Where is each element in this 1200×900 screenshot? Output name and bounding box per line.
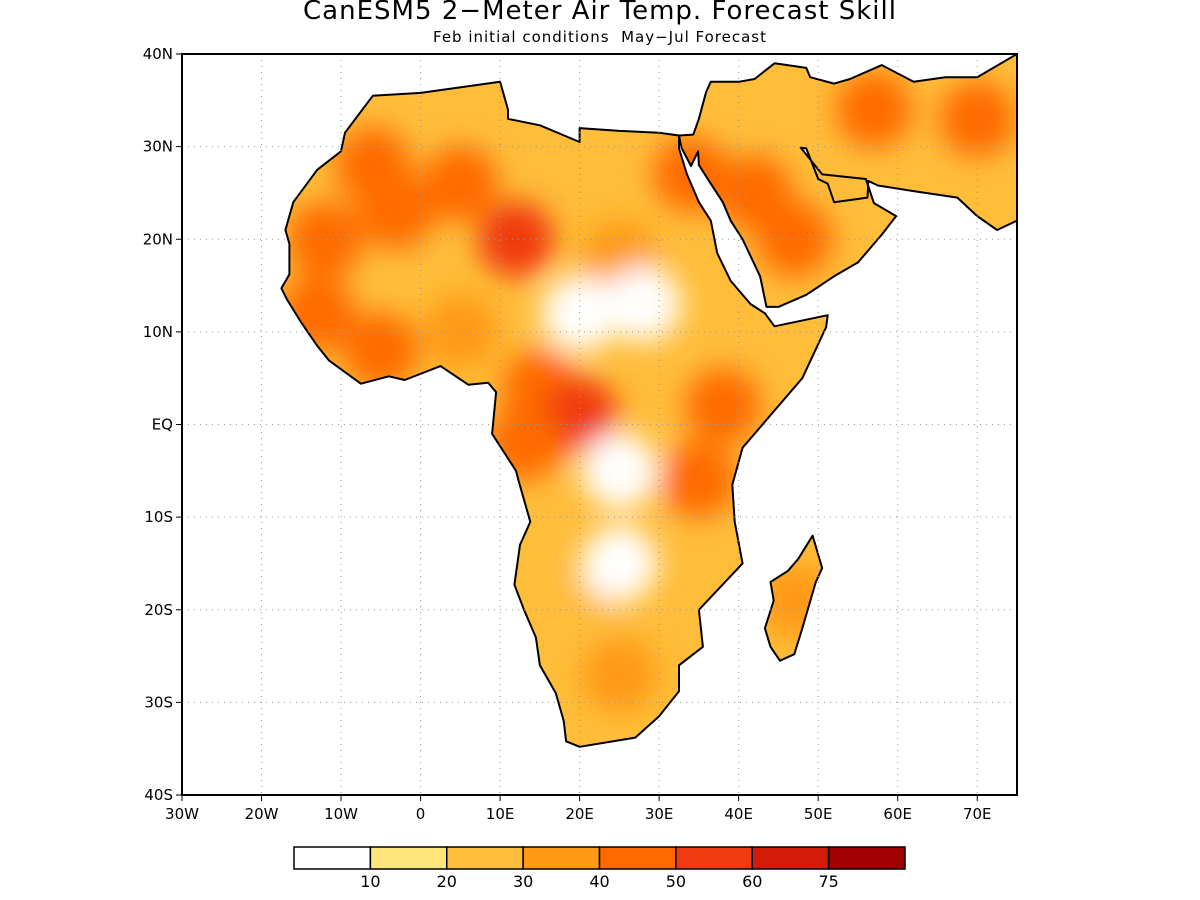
latitude-axis: 40N 30N 20N 10N EQ 10S 20S 30S 40S (143, 45, 182, 804)
colorbar-swatch (751, 846, 830, 870)
colorbar-swatch (598, 846, 677, 870)
colorbar-label: 20 (437, 872, 457, 891)
skill-area-2 (478, 201, 554, 278)
map-subtitle: Feb initial conditions May−Jul Forecast (433, 28, 767, 46)
longitude-label: 40E (724, 805, 753, 823)
longitude-label: 10W (324, 805, 358, 823)
latitude-label: 10S (144, 508, 173, 526)
colorbar-label: 75 (818, 872, 838, 891)
colorbar-swatch (522, 846, 601, 870)
colorbar-label: 10 (360, 872, 380, 891)
skill-shading (281, 54, 1017, 747)
skill-area-23 (605, 266, 682, 343)
skill-area-10 (287, 201, 364, 278)
latitude-label: 30S (144, 693, 173, 711)
longitude-label: 30W (165, 805, 199, 823)
longitude-label: 30E (645, 805, 674, 823)
skill-area-3 (334, 127, 411, 204)
colorbar-label: 40 (589, 872, 609, 891)
arabia-coastline (678, 53, 1018, 308)
latitude-label: 40S (144, 786, 173, 804)
colorbar-swatch (675, 846, 753, 870)
latitude-label: 30N (143, 138, 173, 156)
colorbar-label: 50 (666, 872, 686, 891)
colorbar-swatch (446, 846, 524, 870)
skill-area-22 (541, 275, 618, 352)
colorbar-label: 60 (742, 872, 762, 891)
skill-area-9 (939, 80, 1016, 157)
colorbar-swatch (827, 846, 906, 870)
colorbar-swatch (369, 846, 448, 870)
skill-area-5 (652, 136, 729, 213)
skill-area-13 (422, 293, 499, 370)
skill-area-8 (835, 71, 912, 148)
colorbar-swatch (293, 846, 372, 870)
latitude-label: 20S (144, 601, 173, 619)
colorbar-label: 30 (513, 872, 533, 891)
latitude-label: 40N (143, 45, 173, 63)
latitude-label: 20N (143, 230, 173, 248)
longitude-label: 20W (245, 805, 279, 823)
longitude-label: 60E (883, 805, 912, 823)
skill-area-11 (281, 275, 356, 352)
longitude-label: 20E (565, 805, 594, 823)
longitude-label: 10E (486, 805, 515, 823)
skill-area-12 (342, 312, 419, 389)
skill-area-18 (660, 442, 737, 519)
longitude-label: 50E (804, 805, 833, 823)
skill-area-21 (756, 562, 833, 639)
map-title: CanESM5 2−Meter Air Temp. Forecast Skill (303, 0, 897, 26)
skill-area-1 (422, 145, 499, 222)
skill-area-20 (581, 636, 658, 713)
longitude-label: 0 (416, 805, 426, 823)
madagascar-coastline (763, 534, 824, 662)
latitude-label: EQ (152, 416, 173, 434)
skill-area-17 (684, 367, 761, 444)
skill-area-24 (581, 432, 658, 509)
longitude-axis: 30W 20W 10W 0 10E 20E 30E 40E 50E 60E 70E (165, 795, 992, 823)
colorbar: 10 20 30 40 50 60 75 (293, 846, 906, 891)
latitude-label: 10N (143, 323, 173, 341)
longitude-label: 70E (963, 805, 992, 823)
skill-area-25 (581, 525, 658, 602)
